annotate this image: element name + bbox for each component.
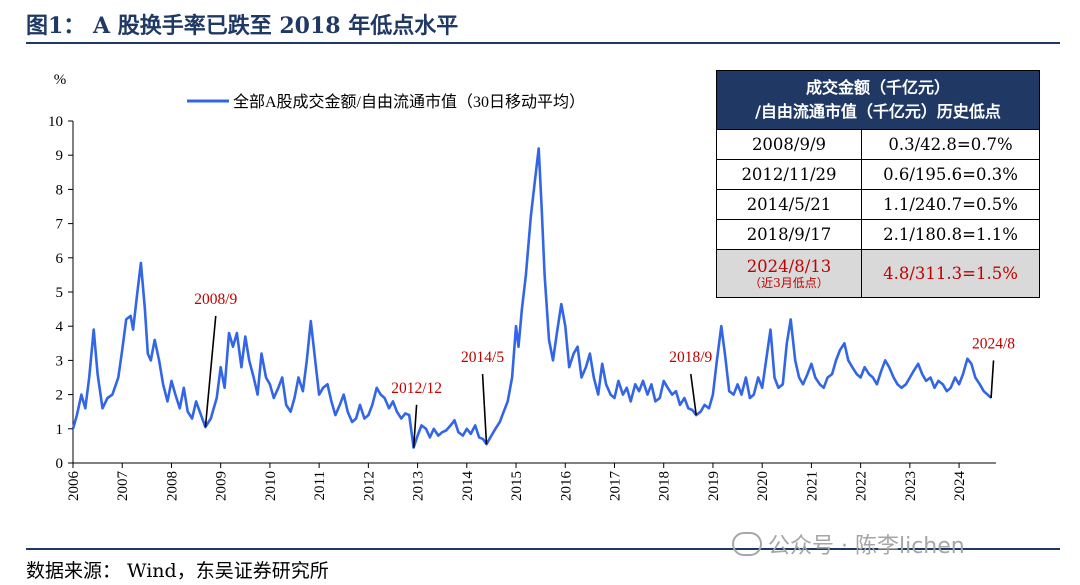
x-tick-label: 2006 <box>66 471 82 502</box>
annotation-label: 2018/9 <box>669 349 712 366</box>
table-cell-value: 0.6/195.6=0.3% <box>861 159 1040 190</box>
x-tick-label: 2009 <box>214 471 230 501</box>
x-tick-label: 2020 <box>755 471 771 501</box>
legend-series-label: 全部A股成交金额/自由流通市值（30日移动平均） <box>233 93 585 111</box>
x-tick-label: 2014 <box>460 471 476 502</box>
table-row: 2012/11/29 0.6/195.6=0.3% <box>716 159 1040 190</box>
annotation-pointer <box>204 315 217 428</box>
table-cell-value: 4.8/311.3=1.5% <box>861 249 1040 298</box>
annotation-label: 2012/12 <box>391 380 442 397</box>
watermark-text: 公众号 · 陈李lichen <box>768 534 965 559</box>
wechat-icon <box>732 532 762 556</box>
table-header: 成交金额（千亿元） /自由流通市值（千亿元）历史低点 <box>716 70 1040 130</box>
x-tick-label: 2013 <box>411 471 427 501</box>
y-tick-label: 10 <box>48 114 63 130</box>
x-tick-label: 2023 <box>903 471 919 501</box>
x-tick-label: 2018 <box>657 471 673 501</box>
x-axis: 2006 2007 2008 2009 2010 2011 2012 2013 2014 2015… <box>66 462 996 502</box>
x-tick-label: 2011 <box>312 471 328 500</box>
table-cell-date: 2024/8/13 （近3月低点） <box>716 249 862 298</box>
y-axis: 0 1 2 3 4 5 6 7 8 9 10 <box>48 114 74 472</box>
table-cell-date: 2018/9/17 <box>716 219 862 250</box>
x-tick-label: 2010 <box>263 471 279 501</box>
y-tick-label: 8 <box>56 182 64 198</box>
annotation-pointer <box>990 360 995 399</box>
table-cell-date: 2014/5/21 <box>716 189 862 220</box>
y-tick-label: 2 <box>56 388 64 404</box>
y-tick-label: 0 <box>56 456 64 472</box>
table-row: 2014/5/21 1.1/240.7=0.5% <box>716 189 1040 220</box>
y-tick-label: 3 <box>56 353 64 369</box>
historical-lows-table: 成交金额（千亿元） /自由流通市值（千亿元）历史低点 2008/9/9 0.3/… <box>716 70 1040 298</box>
annotation-layer: 2008/9 2012/12 2014/5 2018/9 2024/8 <box>194 291 1015 448</box>
title-rule <box>26 42 1060 44</box>
table-row: 2008/9/9 0.3/42.8=0.7% <box>716 129 1040 160</box>
y-tick-label: 9 <box>56 148 64 164</box>
x-tick-label: 2017 <box>607 471 623 502</box>
annotation-label: 2008/9 <box>194 291 237 308</box>
highlight-date: 2024/8/13 <box>746 257 832 276</box>
y-tick-label: 7 <box>56 217 64 233</box>
table-cell-value: 2.1/180.8=1.1% <box>861 219 1040 250</box>
annotation-label: 2024/8 <box>972 335 1015 352</box>
x-tick-label: 2012 <box>361 471 377 501</box>
annotation-label: 2014/5 <box>461 349 504 366</box>
y-tick-label: 4 <box>56 319 64 335</box>
x-tick-label: 2024 <box>952 471 968 502</box>
table-cell-date: 2008/9/9 <box>716 129 862 160</box>
series-line-turnover <box>71 147 993 449</box>
chart-legend: 全部A股成交金额/自由流通市值（30日移动平均） <box>187 93 585 111</box>
figure-title: 图1： A 股换手率已跌至 2018 年低点水平 <box>26 13 459 39</box>
table-cell-date: 2012/11/29 <box>716 159 862 190</box>
source-rule <box>26 548 1060 550</box>
y-tick-label: 1 <box>56 422 64 438</box>
watermark: 公众号 · 陈李lichen <box>732 528 965 560</box>
table-row: 2018/9/17 2.1/180.8=1.1% <box>716 219 1040 250</box>
x-tick-label: 2007 <box>115 471 131 502</box>
x-tick-label: 2022 <box>854 471 870 501</box>
x-tick-label: 2019 <box>706 471 722 501</box>
source-note: 数据来源： Wind，东吴证券研究所 <box>26 560 329 582</box>
annotation-pointer <box>690 373 698 416</box>
table-header-line1: 成交金额（千亿元） <box>805 78 950 97</box>
y-axis-unit-label: % <box>54 72 67 88</box>
table-cell-value: 1.1/240.7=0.5% <box>861 189 1040 220</box>
x-tick-label: 2008 <box>164 471 180 501</box>
highlight-note: （近3月低点） <box>749 276 829 290</box>
x-tick-label: 2015 <box>509 471 525 501</box>
table-row-highlight: 2024/8/13 （近3月低点） 4.8/311.3=1.5% <box>716 249 1040 298</box>
x-tick-label: 2016 <box>558 471 574 502</box>
annotation-pointer <box>481 374 488 445</box>
y-tick-label: 6 <box>56 251 64 267</box>
table-header-line2: /自由流通市值（千亿元）历史低点 <box>755 102 1001 121</box>
annotation-pointer <box>412 404 418 448</box>
y-tick-label: 5 <box>56 285 64 301</box>
x-tick-label: 2021 <box>804 471 820 501</box>
table-cell-value: 0.3/42.8=0.7% <box>861 129 1040 160</box>
series-layer <box>71 147 993 449</box>
